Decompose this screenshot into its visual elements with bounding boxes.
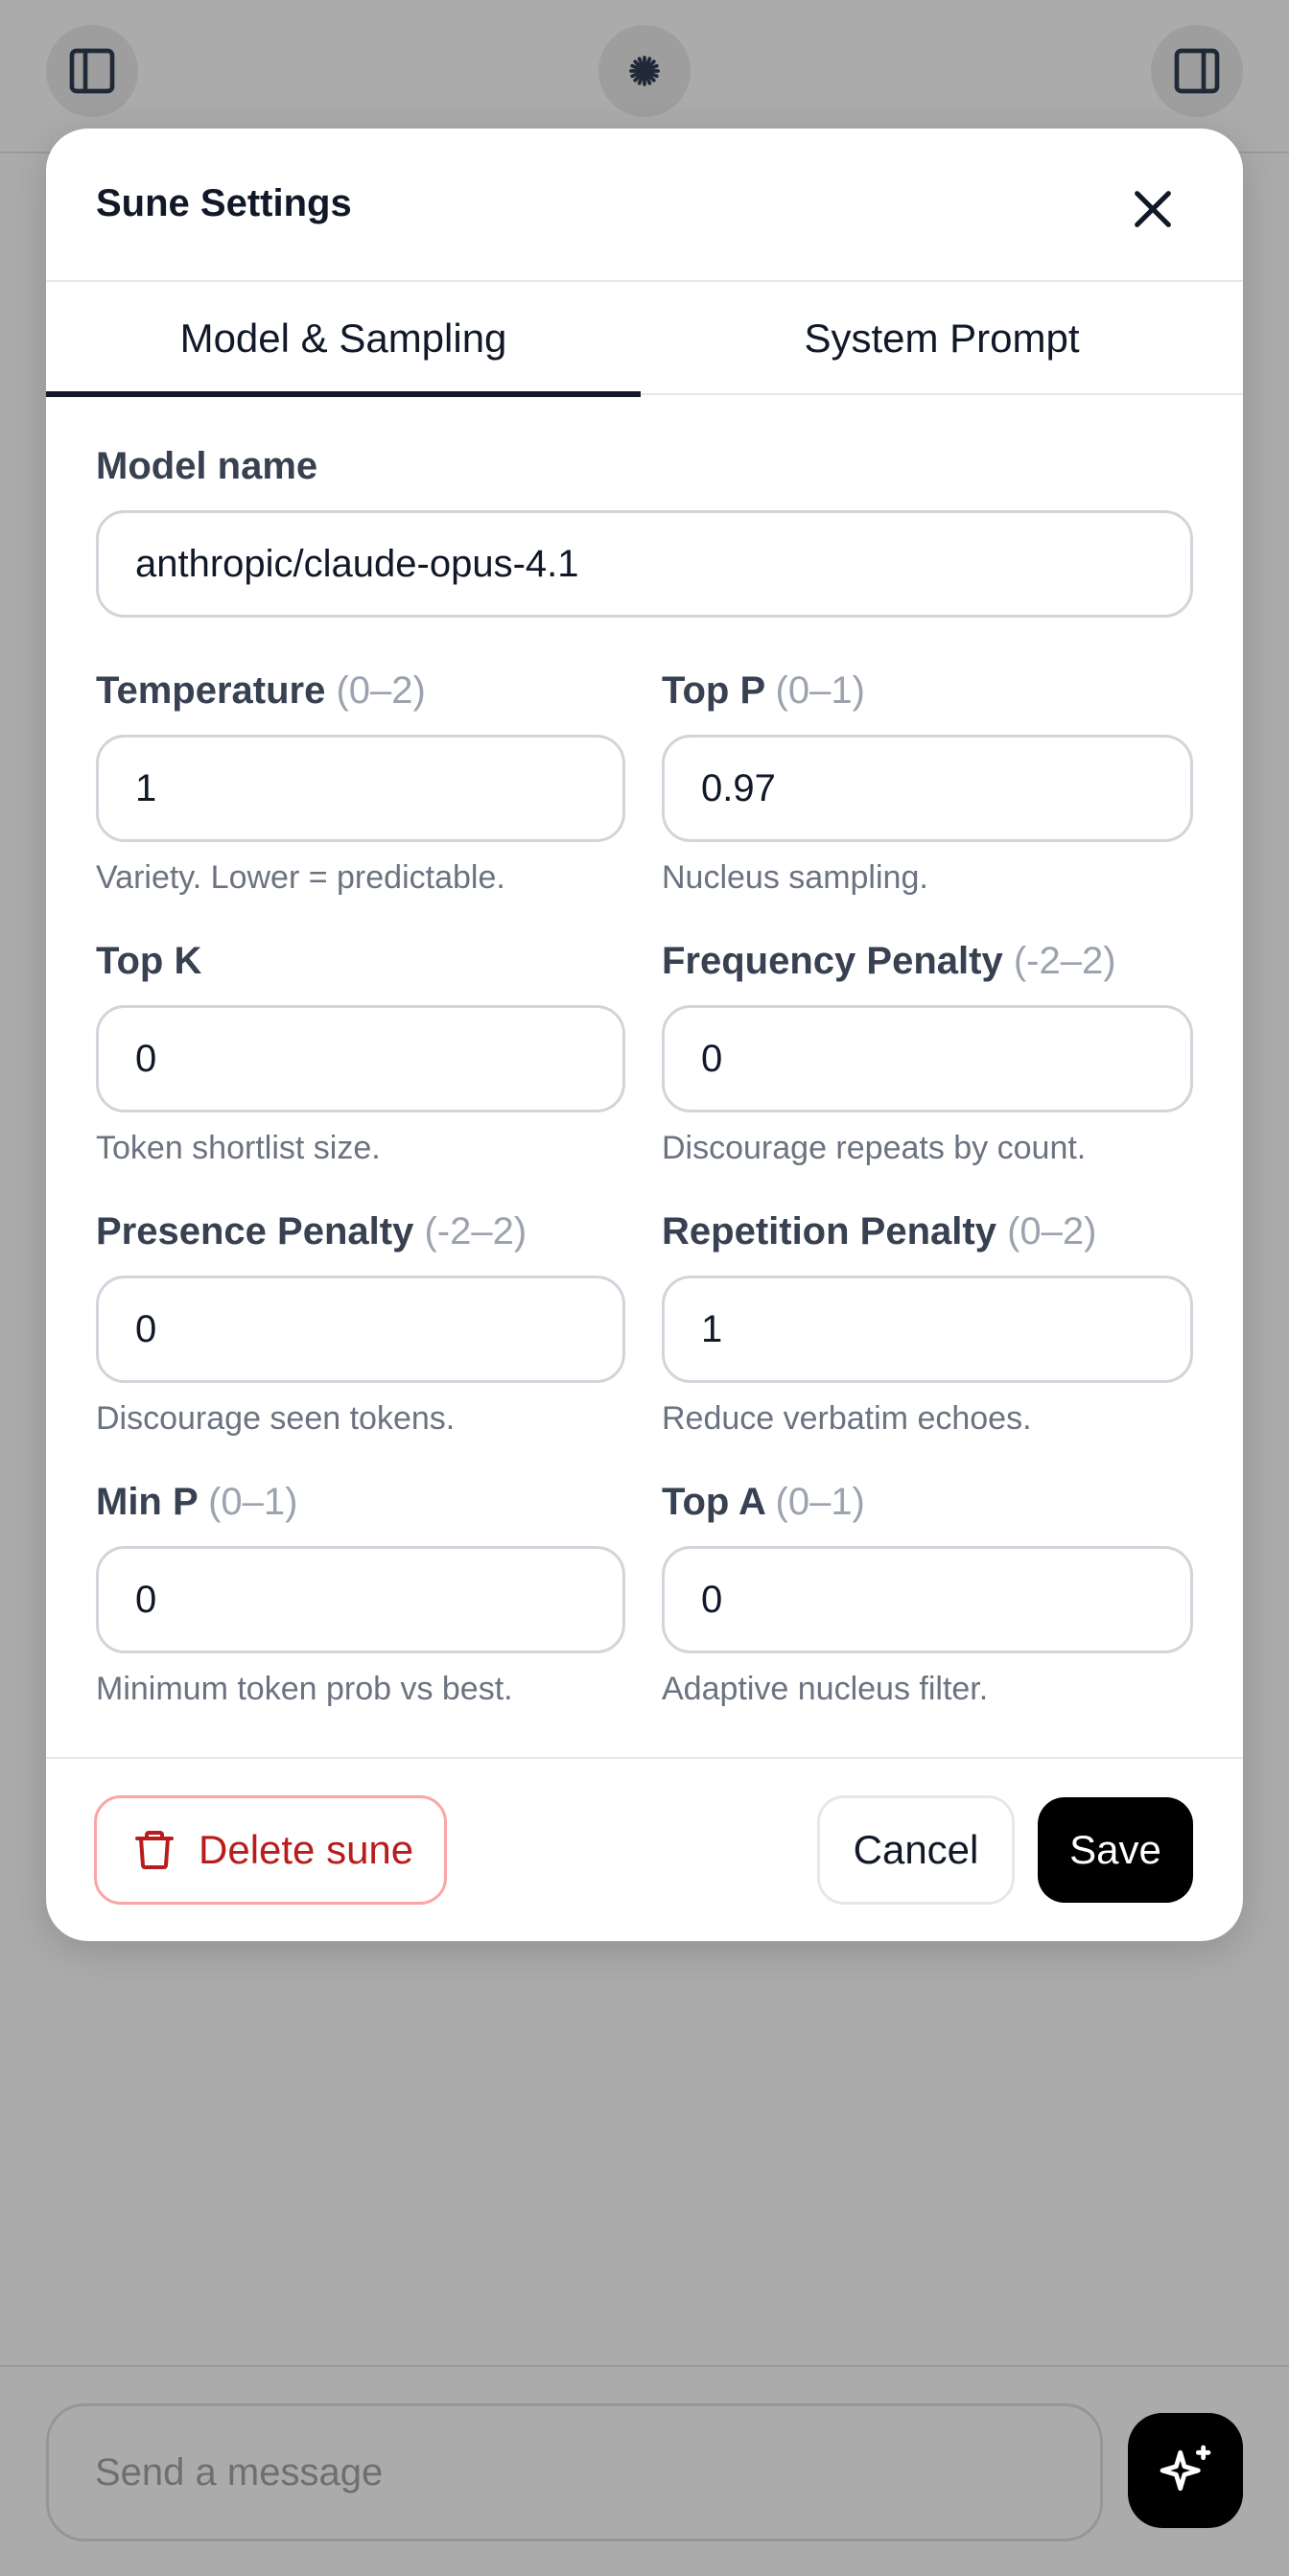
close-icon <box>1135 191 1171 227</box>
repetition-penalty-range: (0–2) <box>1007 1210 1097 1253</box>
frequency-penalty-label-text: Frequency Penalty <box>662 940 1003 982</box>
cancel-button[interactable]: Cancel <box>817 1795 1015 1905</box>
modal-header: Sune Settings <box>46 129 1243 282</box>
composer-bar <box>0 2365 1289 2576</box>
sidebar-left-icon <box>69 48 115 94</box>
top-a-range: (0–1) <box>775 1481 865 1523</box>
presence-penalty-range: (-2–2) <box>424 1210 527 1253</box>
model-name-value: anthropic/claude-opus-4.1 <box>135 542 579 585</box>
close-button[interactable] <box>1126 182 1180 236</box>
temperature-label-text: Temperature <box>96 669 326 712</box>
message-input[interactable]: Send a message <box>46 2403 1103 2541</box>
top-a-value: 0 <box>701 1578 723 1621</box>
frequency-penalty-help: Discourage repeats by count. <box>662 1130 1087 1166</box>
repetition-penalty-input[interactable]: 1 <box>662 1276 1193 1383</box>
top-a-help: Adaptive nucleus filter. <box>662 1671 989 1707</box>
temperature-help: Variety. Lower = predictable. <box>96 859 505 896</box>
modal-footer: Delete sune Cancel Save <box>46 1757 1243 1941</box>
temperature-value: 1 <box>135 766 157 809</box>
save-label: Save <box>1069 1827 1161 1872</box>
modal-title: Sune Settings <box>96 182 352 224</box>
message-placeholder: Send a message <box>95 2450 384 2494</box>
model-name-label: Model name <box>96 445 317 488</box>
top-k-input[interactable]: 0 <box>96 1005 625 1112</box>
repetition-penalty-help: Reduce verbatim echoes. <box>662 1400 1032 1437</box>
presence-penalty-value: 0 <box>135 1307 157 1350</box>
model-name-label-text: Model name <box>96 445 318 487</box>
top-k-help: Token shortlist size. <box>96 1130 381 1166</box>
delete-sune-button[interactable]: Delete sune <box>94 1795 447 1905</box>
top-k-label-text: Top K <box>96 940 202 982</box>
sparkles-icon <box>1160 2445 1211 2492</box>
min-p-help: Minimum token prob vs best. <box>96 1671 513 1707</box>
top-p-range: (0–1) <box>775 669 865 712</box>
logo-button[interactable] <box>598 25 691 117</box>
top-k-value: 0 <box>135 1037 157 1080</box>
tab-model-sampling[interactable]: Model & Sampling <box>46 282 641 397</box>
top-bar <box>0 0 1289 153</box>
frequency-penalty-range: (-2–2) <box>1013 940 1116 982</box>
sidebar-right-icon <box>1174 48 1220 94</box>
tab-system-prompt[interactable]: System Prompt <box>804 316 1080 361</box>
top-a-label: Top A (0–1) <box>662 1481 865 1524</box>
sparkles-button[interactable] <box>1128 2413 1243 2528</box>
top-k-label: Top K <box>96 940 201 983</box>
save-button[interactable]: Save <box>1038 1797 1193 1903</box>
top-p-label: Top P (0–1) <box>662 669 865 713</box>
frequency-penalty-value: 0 <box>701 1037 723 1080</box>
temperature-input[interactable]: 1 <box>96 735 625 842</box>
top-p-value: 0.97 <box>701 766 776 809</box>
min-p-input[interactable]: 0 <box>96 1546 625 1653</box>
temperature-range: (0–2) <box>336 669 426 712</box>
toggle-right-sidebar-button[interactable] <box>1151 25 1243 117</box>
presence-penalty-input[interactable]: 0 <box>96 1276 625 1383</box>
top-p-label-text: Top P <box>662 669 765 712</box>
trash-icon <box>135 1831 174 1869</box>
settings-modal: Sune Settings Model & Sampling System Pr… <box>46 129 1243 1941</box>
min-p-label-text: Min P <box>96 1481 198 1523</box>
repetition-penalty-label-text: Repetition Penalty <box>662 1210 996 1253</box>
top-p-help: Nucleus sampling. <box>662 859 928 896</box>
top-a-input[interactable]: 0 <box>662 1546 1193 1653</box>
repetition-penalty-value: 1 <box>701 1307 723 1350</box>
frequency-penalty-input[interactable]: 0 <box>662 1005 1193 1112</box>
sparkle-logo-icon <box>629 56 660 86</box>
top-p-input[interactable]: 0.97 <box>662 735 1193 842</box>
temperature-label: Temperature (0–2) <box>96 669 426 713</box>
toggle-left-sidebar-button[interactable] <box>46 25 138 117</box>
presence-penalty-label-text: Presence Penalty <box>96 1210 414 1253</box>
top-a-label-text: Top A <box>662 1481 765 1523</box>
min-p-range: (0–1) <box>208 1481 298 1523</box>
presence-penalty-help: Discourage seen tokens. <box>96 1400 456 1437</box>
model-name-input[interactable]: anthropic/claude-opus-4.1 <box>96 510 1193 618</box>
delete-sune-label: Delete sune <box>199 1827 414 1872</box>
cancel-label: Cancel <box>853 1827 979 1872</box>
repetition-penalty-label: Repetition Penalty (0–2) <box>662 1210 1096 1253</box>
frequency-penalty-label: Frequency Penalty (-2–2) <box>662 940 1116 983</box>
tab-bar: Model & Sampling System Prompt <box>46 282 1243 397</box>
min-p-label: Min P (0–1) <box>96 1481 297 1524</box>
presence-penalty-label: Presence Penalty (-2–2) <box>96 1210 527 1253</box>
min-p-value: 0 <box>135 1578 157 1621</box>
